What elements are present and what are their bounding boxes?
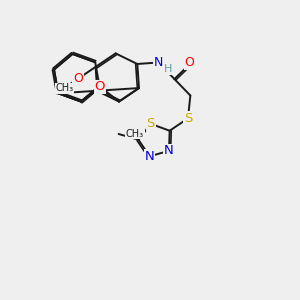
Text: CH₃: CH₃ — [56, 83, 74, 93]
Text: H: H — [164, 64, 172, 74]
Text: CH₃: CH₃ — [126, 129, 144, 139]
Text: O: O — [73, 72, 83, 85]
Text: N: N — [154, 56, 163, 69]
Text: N: N — [164, 144, 174, 157]
Text: N: N — [145, 150, 154, 163]
Text: O: O — [185, 56, 195, 69]
Text: S: S — [184, 112, 192, 125]
Text: O: O — [95, 80, 105, 93]
Text: S: S — [147, 117, 155, 130]
